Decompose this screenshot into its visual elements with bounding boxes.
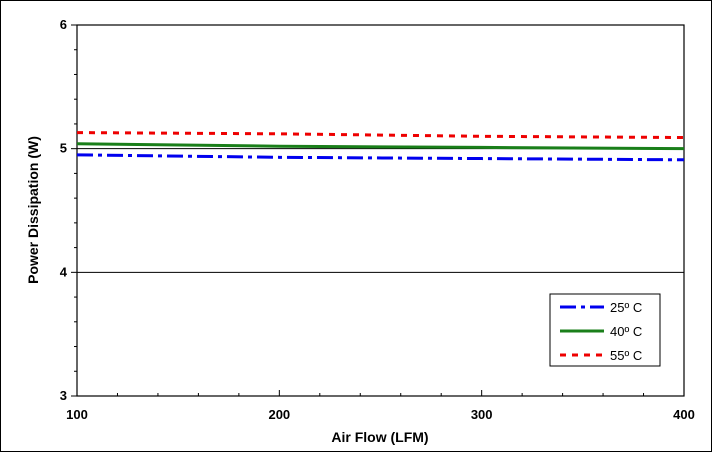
y-tick-label-0: 3 <box>60 388 67 403</box>
legend: 25º C 40º C 55º C <box>549 293 661 367</box>
x-tick-label-0: 100 <box>66 407 88 422</box>
y-tick-label-1: 4 <box>60 264 68 279</box>
series-line-1 <box>76 142 685 151</box>
y-tick-label-2: 5 <box>60 141 67 156</box>
y-tick-label-3: 6 <box>60 17 67 32</box>
x-tick-label-1: 200 <box>268 407 290 422</box>
series-line-2 <box>76 131 685 140</box>
axis-ticks: 3 4 5 6 100 200 300 400 <box>60 17 695 422</box>
x-tick-label-3: 400 <box>673 407 695 422</box>
plot-area <box>76 24 685 397</box>
x-tick-label-2: 300 <box>471 407 493 422</box>
legend-label-0: 25º C <box>610 300 642 315</box>
y-axis-title: Power Dissipation (W) <box>25 136 41 284</box>
series-line-0 <box>76 153 685 162</box>
series-lines <box>76 131 685 162</box>
legend-label-2: 55º C <box>610 348 642 363</box>
x-axis-title: Air Flow (LFM) <box>331 429 428 445</box>
legend-label-1: 40º C <box>610 324 642 339</box>
